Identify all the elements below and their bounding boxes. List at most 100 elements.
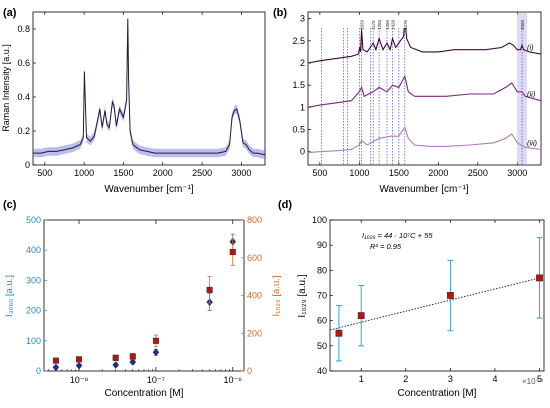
equation-annotation: I₁₀₂₉ = 44 · 10⁷C + 55	[362, 231, 433, 240]
spectra-b	[308, 28, 541, 154]
axis-ticks-d: 1 2 3 4 5 40 50 60 70 80 90 100	[312, 215, 542, 384]
b-xtick-label: 2000	[428, 168, 448, 178]
data-point-square	[229, 249, 236, 256]
axis-ticks-c: 10⁻⁸ 10⁻⁷ 10⁻⁶ 0 100 200 300 400 500 0 200 400 600 80…	[26, 215, 262, 385]
d-ytick-label: 80	[317, 265, 327, 275]
d-xtick-label: 1	[359, 374, 364, 384]
b-ytick-label: 1	[300, 102, 305, 112]
a-xtick-label: 3000	[231, 168, 251, 178]
panel-label-b: (b)	[273, 7, 287, 19]
b-ytick-label: 0.5	[292, 125, 305, 135]
data-point-square	[52, 357, 59, 364]
data-point-square	[536, 274, 543, 282]
peak-label: 1420	[391, 19, 396, 30]
d-xtick-label: 4	[492, 374, 497, 384]
axis-ticks-a: 500 1000 1500 2000 2500 3000 0 0.2 0.4 0.6 0.8	[17, 12, 251, 178]
panel-label-c: (c)	[3, 199, 17, 211]
panel-label-d: (d)	[278, 199, 292, 211]
c-ytick-label-right: 200	[247, 328, 262, 338]
ylabel-d: I₁₀₂₉ [a.u.]	[297, 274, 308, 317]
data-point-diamond	[112, 361, 119, 369]
c-xtick-label: 10⁻⁷	[147, 375, 165, 385]
series-label: (iii)	[527, 138, 537, 147]
data-point-square	[76, 356, 83, 363]
ylabel-right-c: I₁₀₂₉ [a.u.]	[271, 275, 282, 316]
c-ytick-label: 300	[26, 275, 41, 285]
c-xtick-label: 10⁻⁶	[224, 375, 243, 385]
c-ytick-label-right: 400	[247, 291, 262, 301]
d-ytick-label: 40	[317, 366, 327, 376]
c-ytick-label-right: 600	[247, 253, 262, 263]
series-labels-b: (i) (ii) (iii)	[527, 43, 537, 147]
peak-label: 1576	[403, 19, 408, 30]
chart-a: 500 1000 1500 2000 2500 3000 0 0.2 0.4 0.6 0.8 Wav…	[1, 11, 266, 195]
b-ytick-label: 2.5	[292, 36, 305, 46]
a-ytick-label: 0.4	[17, 92, 30, 102]
data-point-square	[446, 292, 454, 299]
plot-frame-b	[307, 11, 542, 166]
ylabel-a: Raman Intensity [a.u.]	[1, 44, 11, 132]
spectrum-trace-3	[308, 126, 541, 154]
d-ytick-label: 70	[317, 291, 327, 301]
data-point-diamond	[152, 348, 160, 357]
d-ytick-label: 100	[312, 215, 327, 225]
peak-label: 3060	[520, 19, 525, 30]
d-xtick-label: 3	[448, 374, 453, 384]
peak-label: 1175	[371, 20, 376, 30]
peak-markers-b: 1029 1175 1250 1350 1420 1576 3060	[321, 13, 528, 164]
series-label: (ii)	[527, 90, 536, 99]
spectrum-trace-1	[308, 28, 541, 64]
plot-frame-d	[329, 219, 545, 372]
b-xtick-label: 1500	[389, 168, 409, 178]
xlabel-d: Concentration [M]	[398, 388, 477, 399]
r-squared-annotation: R² = 0.95	[370, 242, 402, 251]
b-xtick-label: 500	[312, 168, 327, 178]
c-ytick-label: 400	[26, 245, 41, 255]
a-xtick-label: 2500	[192, 168, 212, 178]
x-multiplier-d: ×10⁻⁸	[522, 377, 543, 386]
data-point-diamond	[75, 361, 83, 370]
a-xtick-label: 1000	[74, 168, 94, 178]
xlabel-b: Wavenumber [cm⁻¹]	[379, 184, 469, 195]
d-xtick-label: 2	[403, 374, 408, 384]
b-ytick-label: 0	[300, 147, 305, 157]
data-point-diamond	[52, 363, 60, 372]
chart-d: 1 2 3 4 5 40 50 60 70 80 90 100 I₁₀₂₉ = 44 · 10⁷C +…	[297, 215, 545, 399]
c-ytick-label-right: 0	[247, 366, 252, 376]
a-xtick-label: 500	[37, 168, 52, 178]
spectrum-line-a	[33, 18, 265, 156]
b-ytick-label: 2	[300, 58, 305, 68]
xlabel-a: Wavenumber [cm⁻¹]	[104, 184, 194, 195]
a-xtick-label: 1500	[113, 168, 133, 178]
data-point-square	[335, 329, 343, 337]
a-ytick-label: 0.2	[17, 126, 30, 136]
c-ytick-label: 100	[26, 336, 41, 346]
data-point-square	[129, 353, 136, 360]
spectrum-a	[33, 14, 265, 160]
a-ytick-label: 0.6	[17, 58, 30, 68]
ylabel-left-c: I₃₀₆₀ [a.u.]	[4, 275, 15, 317]
a-ytick-label: 0.8	[17, 24, 30, 34]
c-ytick-label: 200	[26, 306, 41, 316]
plot-frame-c	[43, 219, 245, 372]
data-point-square	[112, 354, 119, 361]
data-point-diamond	[129, 358, 137, 366]
d-ytick-label: 60	[317, 316, 327, 326]
data-point-square	[206, 286, 213, 293]
d-ytick-label: 90	[317, 240, 327, 250]
b-ytick-label: 3	[300, 14, 305, 24]
peak-label: 1350	[385, 19, 390, 30]
b-xtick-label: 1000	[349, 168, 369, 178]
b-xtick-label: 3000	[507, 168, 527, 178]
plot-frame-a	[32, 11, 266, 166]
b-xtick-label: 2500	[468, 168, 488, 178]
scatter-d	[329, 237, 543, 362]
b-ytick-label: 1.5	[292, 80, 305, 90]
xlabel-c: Concentration [M]	[105, 388, 184, 399]
c-ytick-label: 500	[26, 215, 41, 225]
c-ytick-label-right: 800	[247, 215, 262, 225]
a-xtick-label: 2000	[153, 168, 173, 178]
data-point-square	[357, 312, 365, 320]
peak-label: 1029	[360, 19, 365, 30]
